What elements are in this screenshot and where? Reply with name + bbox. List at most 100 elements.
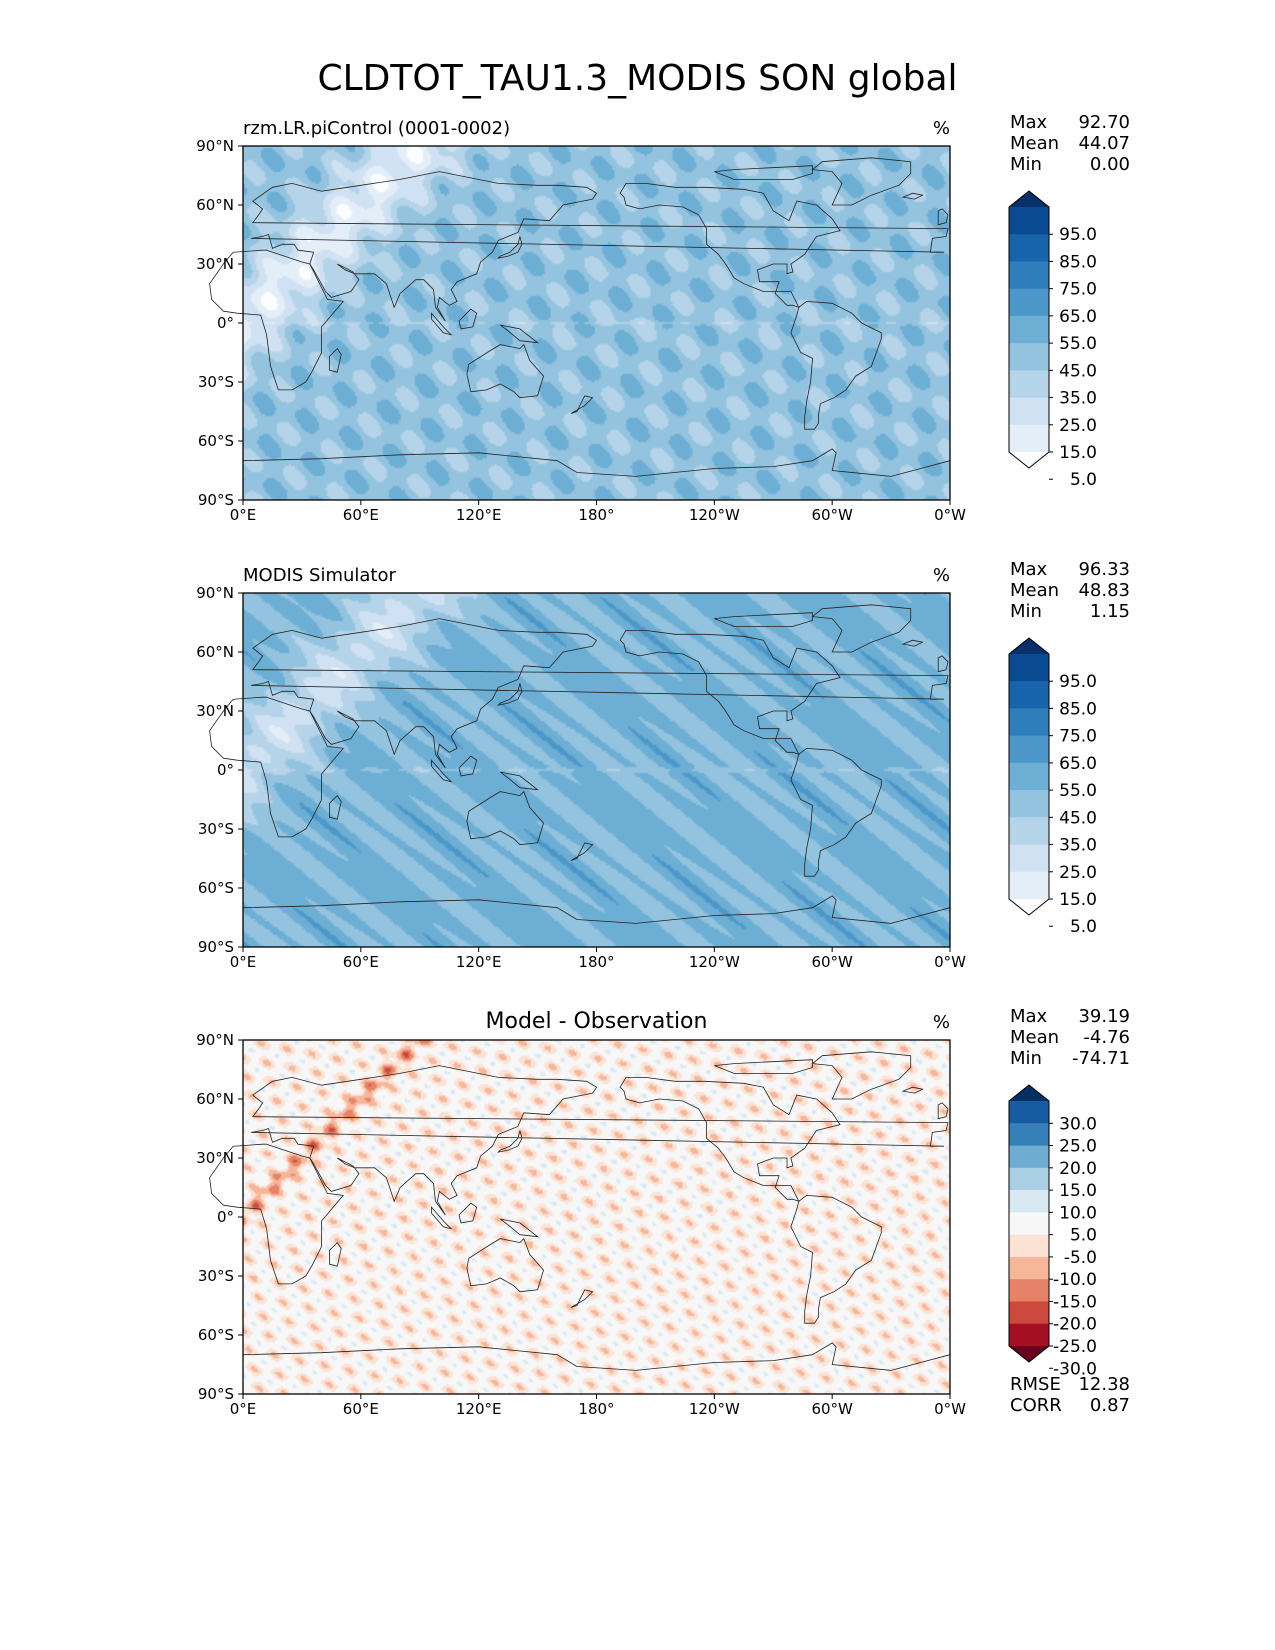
colorbar-label: 5.0 [1070,917,1097,937]
stat-label-min: Min [1010,154,1042,175]
coastline-9 [500,324,539,344]
x-tick-label: 60°E [343,953,379,971]
coastline-12 [937,655,949,673]
colorbar-band [1009,315,1049,344]
colorbar-label: 5.0 [1070,1226,1097,1246]
panel-title-center: Model - Observation [486,1009,708,1034]
coastline-8 [458,1202,478,1224]
coastline-2 [466,1237,544,1293]
colorbar-label: 55.0 [1059,781,1097,801]
y-tick-label: 0° [217,1208,234,1226]
units-label: % [933,118,950,139]
colorbar-band [1009,817,1049,846]
x-tick-label: 120°E [456,506,502,524]
x-tick-label: 120°W [689,953,740,971]
colorbar-extend-top [1009,1085,1049,1101]
stat-value-min: -74.71 [1072,1048,1130,1069]
colorbar-label: -20.0 [1053,1315,1097,1335]
colorbar-extend-top [1009,638,1049,654]
colorbar-band [1009,1301,1049,1325]
y-tick-label: 90°N [196,584,234,602]
units-label: % [933,1012,950,1033]
colorbar-band [1009,1145,1049,1169]
colorbar-label: 35.0 [1059,389,1097,409]
colorbar-label: 55.0 [1059,334,1097,354]
figure-title: CLDTOT_TAU1.3_MODIS SON global [317,58,958,99]
colorbar-label: -10.0 [1053,1270,1097,1290]
stat-value-rmse: 12.38 [1078,1374,1130,1395]
stat-label-mean: Mean [1010,580,1059,601]
colorbar-label: 75.0 [1059,280,1097,300]
coastline-2 [466,790,544,846]
colorbar-extend-top [1009,191,1049,207]
colorbar-label: 25.0 [1059,863,1097,883]
colorbar: 95.0 85.0 75.0 65.0 55.0 45.0 35.0 25.0 15.0 5.0 [1008,190,1097,490]
reference-panel: 0°E 60°E 120°E 180° 120°W 60°W 0°W 90°N 60°N 30°N… [0,557,1275,1027]
x-tick-label: 120°W [689,1400,740,1418]
coastline-2 [466,343,544,399]
stat-label-max: Max [1010,559,1048,580]
chart-svg-difference: 0°E 60°E 120°E 180° 120°W 60°W 0°W 90°N 60°N 30°N… [196,1006,1130,1418]
y-tick-label: 30°N [196,702,234,720]
colorbar-band [1009,1234,1049,1258]
x-tick-label: 60°W [811,953,853,971]
colorbar-band [1009,424,1049,453]
coastline-0 [209,696,344,838]
x-tick-label: 60°W [811,1400,853,1418]
colorbar-label: 5.0 [1070,470,1097,490]
coastline-15 [714,165,813,180]
x-tick-label: 180° [578,506,614,524]
colorbar-band [1009,370,1049,399]
stat-label-rmse: RMSE [1010,1374,1061,1395]
colorbar-band [1009,1123,1049,1147]
stat-value-min: 1.15 [1090,601,1130,622]
colorbar-label: -30.0 [1053,1359,1097,1379]
colorbar-band [1009,790,1049,818]
colorbar-band [1009,207,1049,235]
x-tick-label: 0°W [934,1400,966,1418]
coastline-7 [431,759,453,783]
map-field-difference [243,1040,950,1394]
colorbar-band [1009,343,1049,371]
y-tick-label: 60°N [196,643,234,661]
y-tick-label: 30°S [198,1267,234,1285]
x-tick-label: 0°W [934,506,966,524]
difference-panel: 0°E 60°E 120°E 180° 120°W 60°W 0°W 90°N 60°N 30°N… [0,1004,1275,1474]
colorbar-band [1009,1256,1049,1280]
stat-label-max: Max [1010,1006,1048,1027]
colorbar-label: 15.0 [1059,1181,1097,1201]
colorbar-label: 20.0 [1059,1159,1097,1179]
coastline-11 [570,1289,594,1308]
stat-value-mean: 44.07 [1078,133,1130,154]
colorbar-label: 85.0 [1059,699,1097,719]
colorbar-band [1009,762,1049,791]
x-tick-label: 120°E [456,953,502,971]
coastline-7 [431,312,453,336]
test-model-panel: 0°E 60°E 120°E 180° 120°W 60°W 0°W 90°N 60°N 30°N… [0,110,1275,580]
stat-value-max: 92.70 [1078,112,1130,133]
coastline-8 [458,755,478,777]
coastline-0 [209,249,344,391]
colorbar-label: 65.0 [1059,754,1097,774]
coastline-8 [458,308,478,330]
colorbar-label: 15.0 [1059,443,1097,463]
colorbar-label: 15.0 [1059,890,1097,910]
stat-label-mean: Mean [1010,1027,1059,1048]
y-tick-label: 60°S [198,1326,234,1344]
coastline-14 [329,347,342,373]
colorbar: 95.0 85.0 75.0 65.0 55.0 45.0 35.0 25.0 15.0 5.0 [1008,637,1097,937]
x-tick-label: 180° [578,953,614,971]
colorbar-label: 95.0 [1059,225,1097,245]
colorbar-label: 75.0 [1059,727,1097,747]
colorbar-extend-bottom [1009,899,1049,915]
coastline-9 [500,1218,539,1238]
colorbar-band [1009,1323,1049,1347]
colorbar-band [1009,261,1049,290]
colorbar-label: 25.0 [1059,1137,1097,1157]
x-tick-label: 0°E [230,953,257,971]
colorbar-band [1009,735,1049,764]
coastline-12 [937,208,949,226]
panel-title-left: MODIS Simulator [243,565,396,586]
coastline-1 [250,171,949,322]
y-tick-label: 0° [217,761,234,779]
